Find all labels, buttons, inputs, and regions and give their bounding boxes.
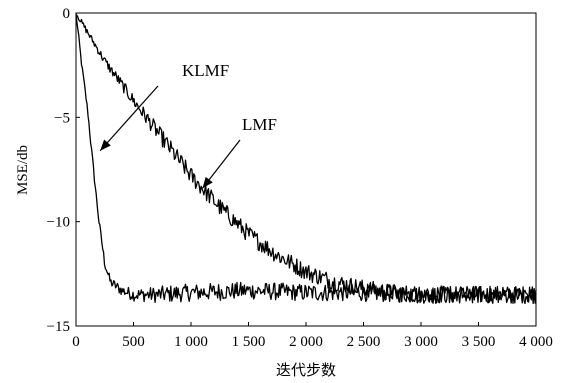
curves-layer: [75, 12, 537, 305]
x-tick-label: 500: [122, 334, 145, 350]
series-line-lmf: [75, 14, 537, 304]
x-tick-label: 1 500: [232, 334, 266, 350]
annotations: KLMF LMF: [99, 61, 277, 189]
x-ticks: 0 500 1 000 1 500 2 000 2 500 3 000 3 500 4 000: [72, 322, 553, 350]
series-line-klmf: [75, 12, 537, 305]
y-ticks: 0 −5 −10 −15: [47, 6, 80, 335]
x-tick-label: 4 000: [519, 334, 553, 350]
y-axis-label: MSE/db: [15, 145, 31, 195]
arrow-head-icon: [202, 176, 213, 189]
y-tick-label: −5: [54, 110, 70, 126]
x-tick-label: 3 500: [462, 334, 496, 350]
annotation-arrow-klmf: [99, 85, 159, 152]
x-tick-label: 3 000: [404, 334, 438, 350]
y-tick-label: −10: [47, 215, 70, 231]
plot-frame: [75, 12, 537, 327]
y-tick-label: −15: [47, 319, 70, 335]
annotation-label-klmf: KLMF: [182, 61, 229, 80]
y-tick-label: 0: [63, 6, 71, 22]
x-tick-label: 0: [72, 334, 80, 350]
arrow-head-icon: [100, 139, 111, 151]
x-axis-label: 迭代步数: [276, 362, 336, 379]
x-tick-label: 2 000: [289, 334, 323, 350]
annotation-label-lmf: LMF: [242, 115, 277, 134]
x-tick-label: 1 000: [174, 334, 208, 350]
x-tick-label: 2 500: [347, 334, 381, 350]
